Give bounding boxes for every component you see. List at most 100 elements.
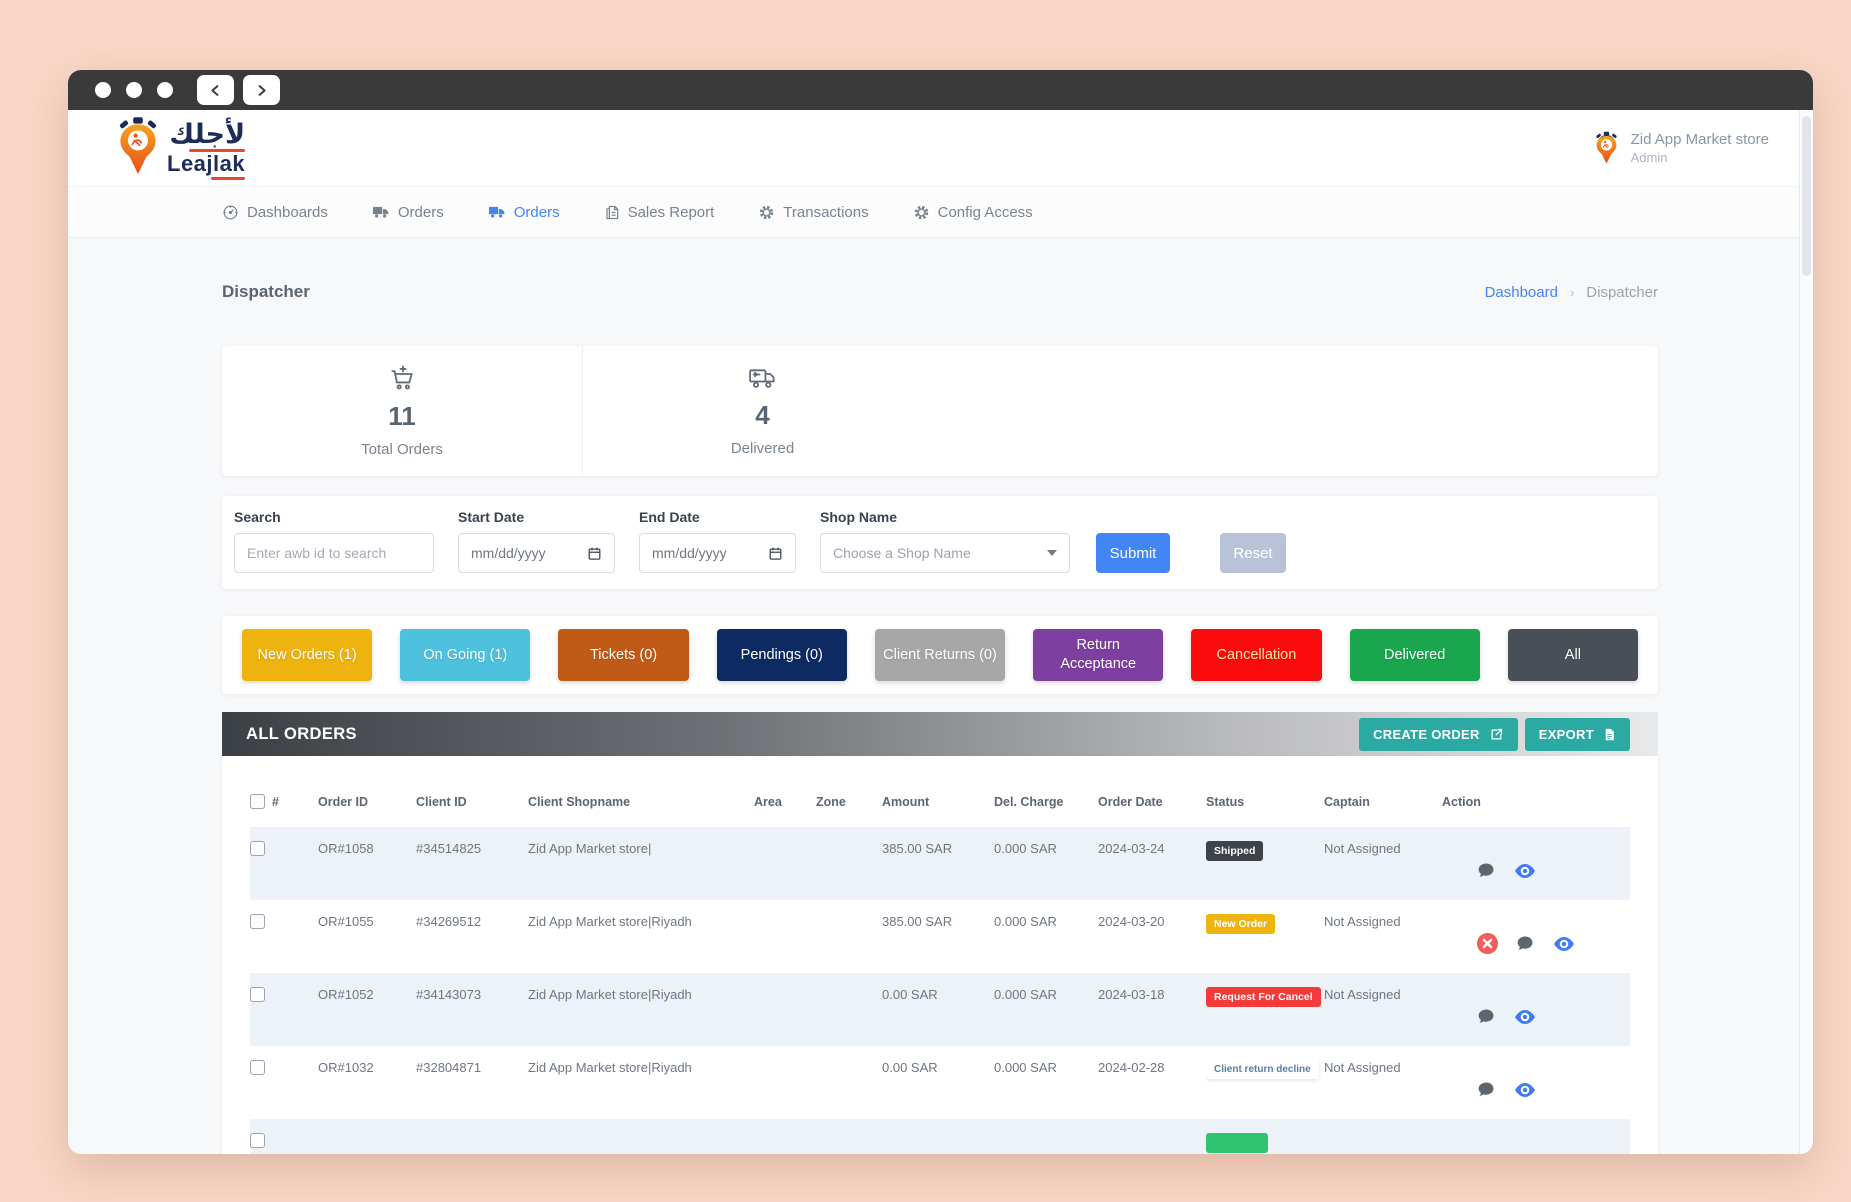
all-orders-title: ALL ORDERS xyxy=(246,724,357,743)
captain: Not Assigned xyxy=(1324,841,1401,856)
export-button[interactable]: EXPORT xyxy=(1524,717,1630,751)
row-checkbox[interactable] xyxy=(250,841,265,856)
order-id: OR#1032 xyxy=(318,1060,374,1075)
breadcrumb-separator: › xyxy=(1569,284,1575,300)
user-menu[interactable]: Zid App Market store Admin xyxy=(1593,131,1769,165)
browser-window: لأجلك Leajlak Zid App Market store Admi xyxy=(68,70,1813,1154)
window-scrollbar[interactable] xyxy=(1799,110,1813,1154)
table-row: OR#1052 #34143073 Zid App Market store|R… xyxy=(250,973,1630,1046)
view-order-icon[interactable] xyxy=(1513,1078,1537,1102)
calendar-icon xyxy=(769,547,782,560)
row-checkbox[interactable] xyxy=(250,987,265,1002)
breadcrumb-dashboard-link[interactable]: Dashboard xyxy=(1484,283,1558,301)
area xyxy=(754,987,816,1046)
zone xyxy=(816,914,882,973)
scrollbar-thumb[interactable] xyxy=(1802,116,1811,276)
order-date: 2024-03-20 xyxy=(1098,914,1165,929)
col-order-date: Order Date xyxy=(1098,794,1163,809)
main-nav: Dashboards Orders Orders Sales Report Tr… xyxy=(68,186,1813,238)
nav-item-orders-2[interactable]: Orders xyxy=(488,204,560,221)
table-header-row: # Order ID Client ID Client Shopname Are… xyxy=(250,794,1630,809)
captain: Not Assigned xyxy=(1324,987,1401,1002)
cancel-order-icon[interactable] xyxy=(1476,932,1499,955)
chevron-left-icon xyxy=(211,84,219,96)
nav-item-sales-report[interactable]: Sales Report xyxy=(604,204,714,221)
view-order-icon[interactable] xyxy=(1513,859,1537,883)
stat-label: Delivered xyxy=(730,440,795,457)
filter-new-orders[interactable]: New Orders (1) xyxy=(242,629,373,681)
order-id: OR#1055 xyxy=(318,914,374,929)
chat-icon[interactable] xyxy=(1476,860,1497,881)
end-date-input[interactable]: mm/dd/yyyy xyxy=(639,533,796,573)
row-checkbox[interactable] xyxy=(250,1133,265,1148)
amount: 385.00 SAR xyxy=(882,914,953,929)
window-maximize-button[interactable] xyxy=(157,82,173,98)
client-shopname: Zid App Market store|Riyadh xyxy=(528,914,692,929)
nav-item-dashboards[interactable]: Dashboards xyxy=(222,204,328,221)
filter-all[interactable]: All xyxy=(1507,629,1638,681)
external-link-icon xyxy=(1491,728,1502,739)
chat-icon[interactable] xyxy=(1515,933,1536,954)
user-name: Zid App Market store xyxy=(1630,131,1769,148)
filter-on-going[interactable]: On Going (1) xyxy=(400,629,531,681)
truck-icon xyxy=(488,206,505,218)
user-avatar-pin-icon xyxy=(1595,131,1617,164)
browser-back-button[interactable] xyxy=(197,75,234,105)
amount: 0.00 SAR xyxy=(882,987,938,1002)
col-zone: Zone xyxy=(816,794,846,809)
filter-return-acceptance[interactable]: Return Acceptance xyxy=(1033,629,1164,681)
nav-item-transactions[interactable]: Transactions xyxy=(758,204,869,221)
order-id: OR#1058 xyxy=(318,841,374,856)
view-order-icon[interactable] xyxy=(1552,932,1576,956)
del-charge: 0.000 SAR xyxy=(994,914,1057,929)
order-date: 2024-03-18 xyxy=(1098,987,1165,1002)
status-filters: New Orders (1) On Going (1) Tickets (0) … xyxy=(222,616,1658,694)
delivery-truck-icon xyxy=(749,369,775,388)
select-all-checkbox[interactable] xyxy=(250,794,265,809)
create-order-button[interactable]: CREATE ORDER xyxy=(1359,717,1518,751)
area xyxy=(754,914,816,973)
status-badge: Shipped xyxy=(1206,841,1264,861)
shop-name-select[interactable]: Choose a Shop Name xyxy=(820,533,1070,573)
col-client-id: Client ID xyxy=(416,794,467,809)
gear-icon xyxy=(760,205,774,219)
brand-logo[interactable]: لأجلك Leajlak xyxy=(114,116,246,180)
brand-tagline-accent-2 xyxy=(211,177,246,180)
captain: Not Assigned xyxy=(1324,914,1401,929)
submit-button[interactable]: Submit xyxy=(1096,533,1170,573)
nav-item-config-access[interactable]: Config Access xyxy=(913,204,1033,221)
filter-tickets[interactable]: Tickets (0) xyxy=(558,629,689,681)
view-order-icon[interactable] xyxy=(1513,1005,1537,1029)
reset-button[interactable]: Reset xyxy=(1220,533,1286,573)
client-id: #34269512 xyxy=(416,914,482,929)
brand-name-latin: Leajlak xyxy=(167,151,246,176)
brand-tagline-accent xyxy=(189,149,246,152)
window-controls xyxy=(95,82,173,98)
filter-client-returns[interactable]: Client Returns (0) xyxy=(874,629,1006,681)
client-shopname: Zid App Market store| xyxy=(528,841,652,856)
row-checkbox[interactable] xyxy=(250,914,265,929)
del-charge: 0.000 SAR xyxy=(994,1060,1057,1075)
filter-pendings[interactable]: Pendings (0) xyxy=(716,629,847,681)
chat-icon[interactable] xyxy=(1476,1006,1497,1027)
window-close-button[interactable] xyxy=(95,82,111,98)
table-row-partial xyxy=(250,1119,1630,1154)
area xyxy=(754,841,816,900)
window-minimize-button[interactable] xyxy=(126,82,142,98)
browser-forward-button[interactable] xyxy=(243,75,280,105)
col-amount: Amount xyxy=(882,794,930,809)
start-date-input[interactable]: mm/dd/yyyy xyxy=(458,533,615,573)
nav-item-orders-1[interactable]: Orders xyxy=(372,204,444,221)
filter-delivered[interactable]: Delivered xyxy=(1349,629,1480,681)
stat-label: Total Orders xyxy=(361,440,443,458)
end-date-label: End Date xyxy=(639,509,700,525)
gear-icon xyxy=(914,205,928,219)
all-orders-header: ALL ORDERS CREATE ORDER EXPORT xyxy=(222,712,1658,756)
search-input[interactable] xyxy=(234,533,434,573)
shop-name-label: Shop Name xyxy=(820,509,898,525)
chat-icon[interactable] xyxy=(1476,1079,1497,1100)
status-badge: New Order xyxy=(1206,914,1276,934)
start-date-label: Start Date xyxy=(458,509,525,525)
row-checkbox[interactable] xyxy=(250,1060,265,1075)
filter-cancellation[interactable]: Cancellation xyxy=(1191,629,1322,681)
